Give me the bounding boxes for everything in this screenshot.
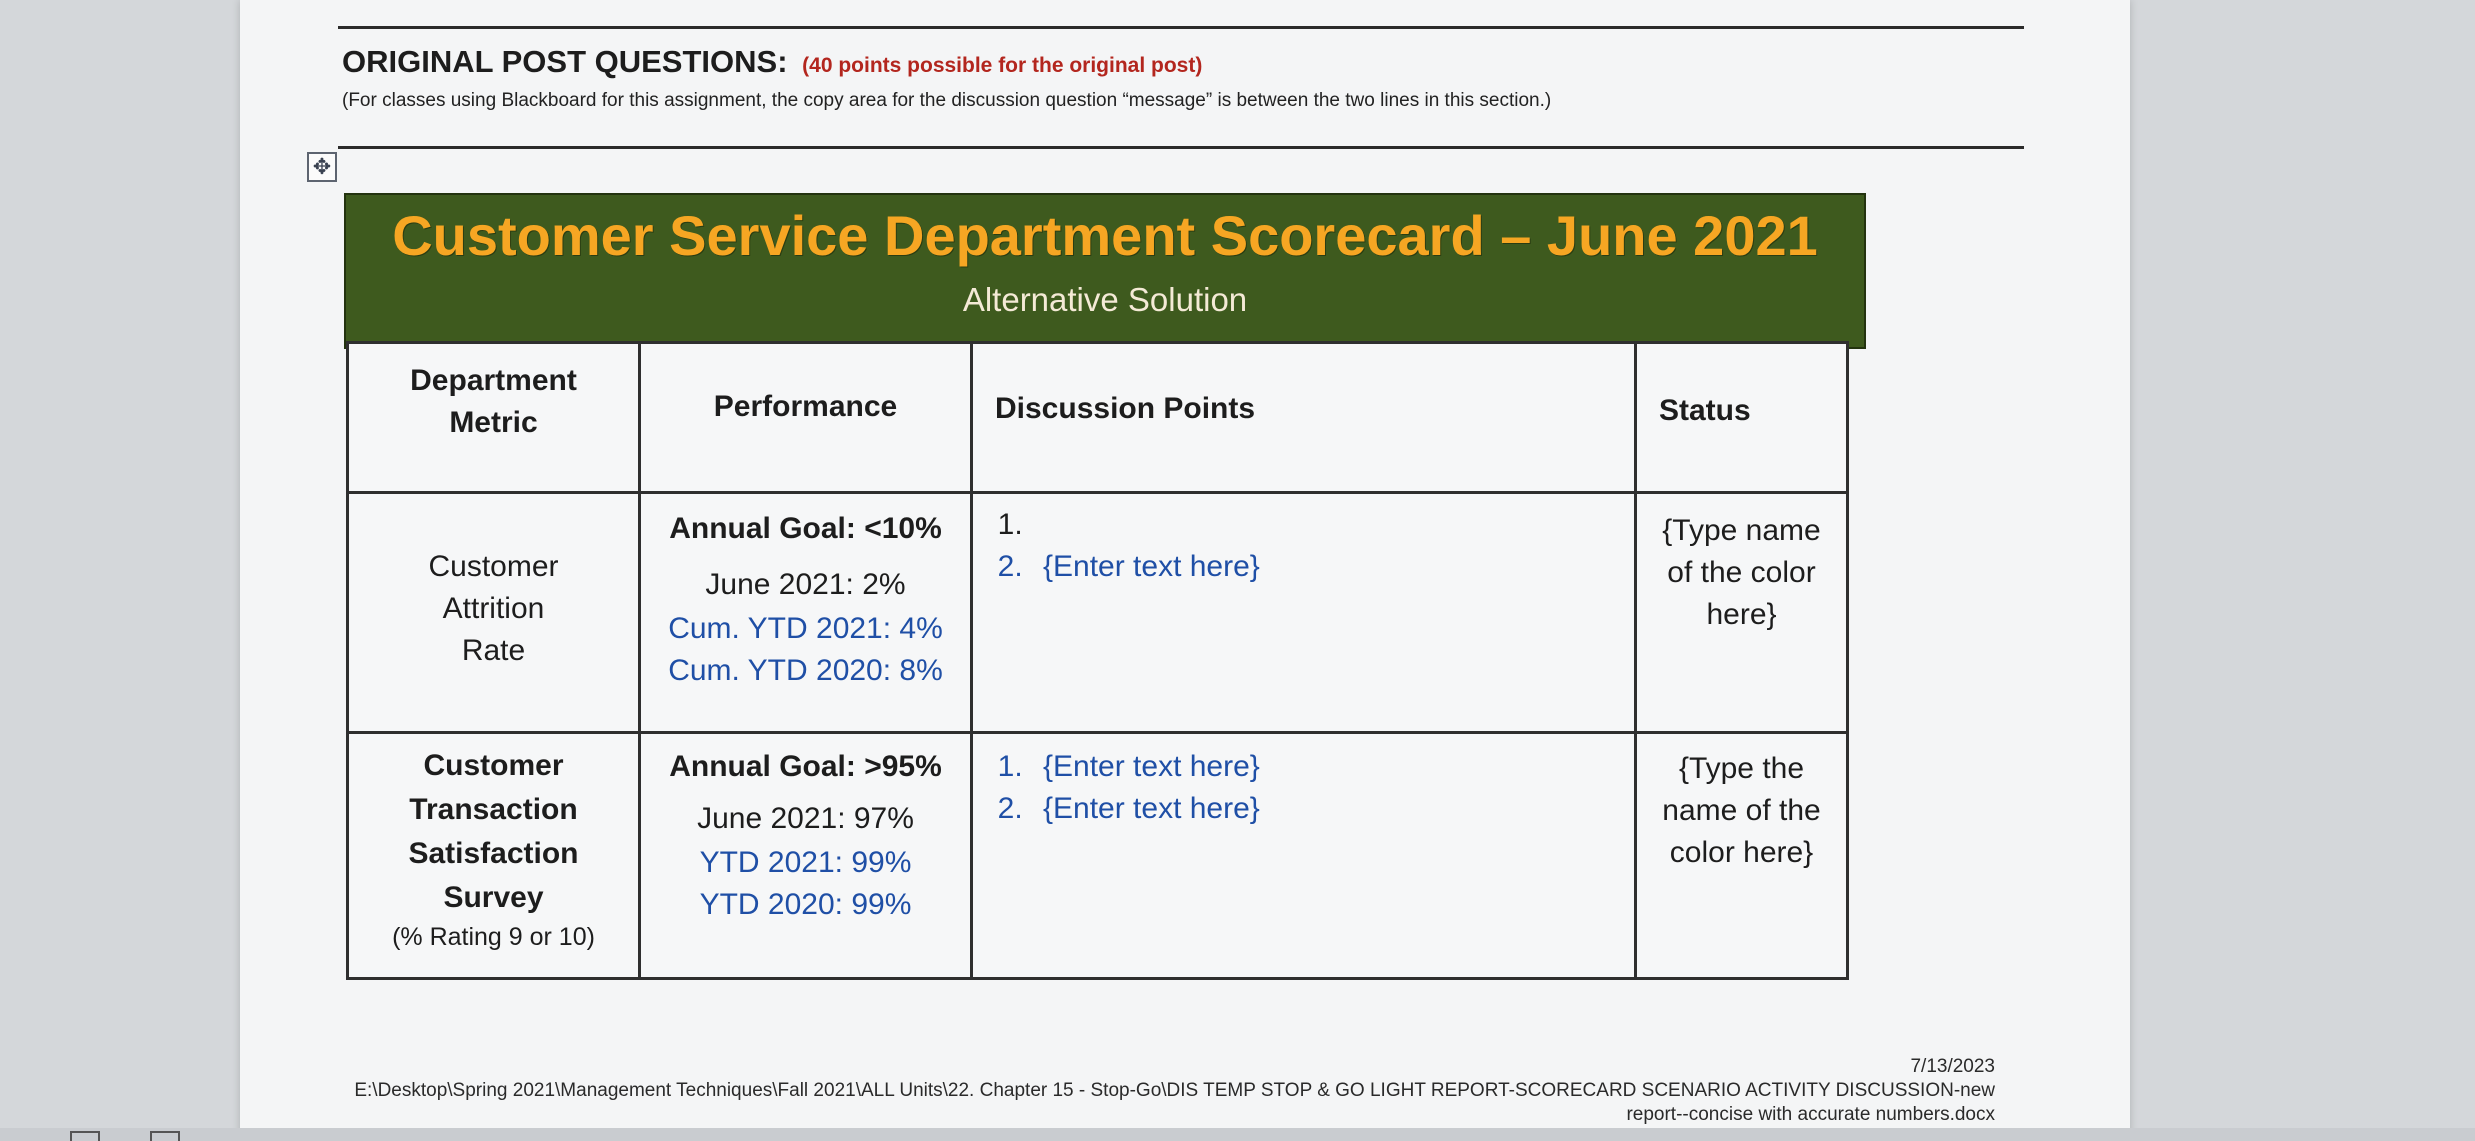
scorecard-title: Customer Service Department Scorecard – … bbox=[392, 204, 1818, 267]
read-mode-icon[interactable] bbox=[70, 1131, 100, 1141]
metric-line: Customer bbox=[428, 550, 559, 583]
footer-path-line2: report--concise with accurate numbers.do… bbox=[1626, 1104, 1995, 1125]
table-header-row: Department Metric Performance Discussion… bbox=[346, 341, 1849, 494]
performance-cell: Annual Goal: <10% June 2021: 2% Cum. YTD… bbox=[638, 491, 973, 734]
bottom-rule bbox=[338, 146, 2024, 149]
points-note: (40 points possible for the original pos… bbox=[802, 54, 1203, 77]
discussion-item[interactable]: {Enter text here} bbox=[1031, 746, 1634, 788]
ytd-current-value: YTD 2021: 99% bbox=[699, 846, 912, 879]
discussion-cell: {Enter text here} {Enter text here} bbox=[970, 731, 1637, 980]
ytd-previous-value: Cum. YTD 2020: 8% bbox=[668, 654, 943, 687]
header-department-metric: Department Metric bbox=[346, 341, 641, 494]
header-status: Status bbox=[1634, 341, 1849, 494]
status-line: of the color bbox=[1667, 556, 1816, 589]
performance-cell: Annual Goal: >95% June 2021: 97% YTD 202… bbox=[638, 731, 973, 980]
discussion-item[interactable] bbox=[1031, 504, 1634, 546]
header-performance: Performance bbox=[638, 341, 973, 494]
header-metric-line: Department bbox=[410, 364, 577, 397]
status-cell[interactable]: {Type the name of the color here} bbox=[1634, 731, 1849, 980]
discussion-cell: {Enter text here} bbox=[970, 491, 1637, 734]
status-line: {Type name bbox=[1662, 514, 1821, 547]
metric-line: Customer bbox=[423, 749, 564, 782]
metric-line: Survey bbox=[443, 881, 544, 914]
status-line: color here} bbox=[1669, 836, 1814, 869]
status-line: name of the bbox=[1662, 794, 1821, 827]
table-row: Customer Attrition Rate Annual Goal: <10… bbox=[346, 491, 1849, 734]
header-discussion-points: Discussion Points bbox=[970, 341, 1637, 494]
scorecard-subtitle: Alternative Solution bbox=[962, 281, 1248, 318]
status-cell[interactable]: {Type name of the color here} bbox=[1634, 491, 1849, 734]
current-month-value: June 2021: 97% bbox=[697, 802, 914, 835]
ytd-current-value: Cum. YTD 2021: 4% bbox=[668, 612, 943, 645]
discussion-item[interactable]: {Enter text here} bbox=[1031, 546, 1634, 588]
print-layout-icon[interactable] bbox=[150, 1131, 180, 1141]
move-arrows-icon[interactable]: ✥ bbox=[307, 152, 337, 182]
status-line: {Type the bbox=[1678, 752, 1805, 785]
blackboard-instruction: (For classes using Blackboard for this a… bbox=[342, 90, 1552, 111]
metric-cell: Customer Transaction Satisfaction Survey… bbox=[346, 731, 641, 980]
discussion-list: {Enter text here} bbox=[973, 504, 1634, 588]
footer-path-line1: E:\Desktop\Spring 2021\Management Techni… bbox=[354, 1080, 1995, 1101]
scorecard-banner: Customer Service Department Scorecard – … bbox=[344, 193, 1866, 349]
metric-line: Transaction bbox=[409, 793, 578, 826]
footer-date: 7/13/2023 bbox=[1910, 1056, 1995, 1077]
annual-goal: Annual Goal: >95% bbox=[669, 750, 942, 783]
discussion-list: {Enter text here} {Enter text here} bbox=[973, 746, 1634, 830]
heading-title: ORIGINAL POST QUESTIONS: bbox=[342, 44, 788, 79]
status-line: here} bbox=[1706, 598, 1777, 631]
metric-line: Attrition bbox=[442, 592, 545, 625]
section-heading: ORIGINAL POST QUESTIONS: (40 points poss… bbox=[342, 44, 1202, 80]
metric-line: Satisfaction bbox=[408, 837, 579, 870]
metric-note: (% Rating 9 or 10) bbox=[392, 923, 595, 951]
current-month-value: June 2021: 2% bbox=[705, 568, 906, 601]
header-metric-line: Metric bbox=[449, 406, 538, 439]
metric-cell: Customer Attrition Rate bbox=[346, 491, 641, 734]
table-row: Customer Transaction Satisfaction Survey… bbox=[346, 731, 1849, 980]
metric-line: Rate bbox=[461, 634, 526, 667]
scorecard-table: Department Metric Performance Discussion… bbox=[346, 341, 1849, 980]
status-strip bbox=[0, 1128, 2475, 1141]
discussion-item[interactable]: {Enter text here} bbox=[1031, 788, 1634, 830]
ytd-previous-value: YTD 2020: 99% bbox=[699, 888, 912, 921]
top-rule bbox=[338, 26, 2024, 29]
annual-goal: Annual Goal: <10% bbox=[669, 512, 942, 545]
